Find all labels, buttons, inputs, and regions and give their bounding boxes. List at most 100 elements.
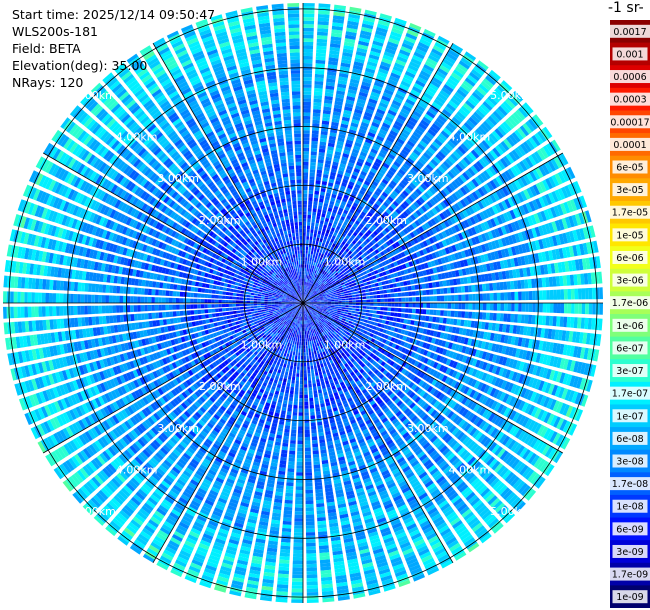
beta-cell — [314, 293, 319, 296]
beta-cell — [425, 131, 435, 140]
beta-cell — [330, 171, 336, 177]
beta-cell — [426, 57, 438, 66]
beta-cell — [354, 288, 359, 292]
beta-cell — [377, 20, 390, 27]
beta-cell — [343, 288, 348, 292]
beta-cell — [387, 133, 397, 140]
beta-cell — [370, 47, 382, 54]
beta-cell — [456, 176, 465, 185]
beta-cell — [365, 255, 371, 260]
beta-cell — [414, 220, 421, 227]
beta-cell — [451, 205, 458, 213]
beta-cell — [337, 308, 342, 311]
beta-cell — [328, 139, 336, 144]
beta-cell — [409, 182, 417, 190]
beta-cell — [330, 227, 335, 232]
beta-cell — [305, 298, 309, 301]
beta-cell — [353, 61, 364, 67]
beta-cell — [329, 254, 334, 259]
beta-cell — [375, 30, 387, 37]
beta-cell — [517, 145, 526, 156]
beta-cell — [303, 63, 313, 67]
beta-cell — [318, 10, 330, 15]
beta-cell — [435, 281, 440, 288]
beta-cell — [320, 216, 325, 221]
beta-cell — [330, 168, 337, 173]
beta-cell — [388, 37, 400, 45]
beta-cell — [337, 137, 345, 143]
beta-cell — [318, 272, 322, 277]
beta-cell — [373, 295, 377, 299]
beta-cell — [305, 292, 307, 297]
beta-cell — [364, 285, 369, 289]
beta-cell — [464, 169, 473, 179]
beta-cell — [442, 187, 451, 196]
beta-cell — [376, 306, 381, 311]
beta-cell — [462, 80, 474, 90]
beta-cell — [345, 234, 350, 240]
beta-cell — [307, 211, 312, 216]
beta-cell — [349, 208, 355, 214]
beta-cell — [432, 282, 437, 288]
beta-cell — [416, 76, 428, 85]
beta-cell — [430, 79, 441, 89]
beta-cell — [387, 298, 392, 302]
beta-cell — [340, 263, 345, 268]
beta-cell — [368, 170, 376, 177]
beta-cell — [347, 211, 353, 217]
beta-cell — [343, 149, 351, 155]
beta-cell — [304, 289, 305, 293]
beta-cell — [347, 272, 352, 276]
beta-cell — [345, 319, 350, 323]
beta-cell — [314, 482, 323, 487]
beta-cell — [388, 245, 394, 251]
beta-cell — [473, 66, 485, 76]
beta-cell — [456, 111, 466, 120]
beta-cell — [312, 285, 316, 289]
beta-cell — [315, 411, 321, 416]
beta-cell — [542, 315, 547, 326]
beta-cell — [304, 292, 306, 297]
beta-cell — [310, 232, 314, 237]
beta-cell — [464, 77, 476, 87]
beta-cell — [358, 269, 363, 274]
beta-cell — [504, 303, 508, 311]
beta-cell — [358, 251, 363, 256]
beta-cell — [324, 281, 328, 285]
beta-cell — [374, 282, 379, 287]
beta-cell — [328, 53, 339, 59]
beta-cell — [404, 218, 411, 225]
beta-cell — [358, 290, 363, 294]
beta-cell — [344, 307, 349, 310]
beta-cell — [367, 284, 372, 289]
beta-cell — [354, 141, 362, 148]
beta-cell — [316, 237, 320, 242]
beta-cell — [559, 316, 564, 327]
beta-cell — [378, 102, 388, 109]
beta-cell — [359, 151, 368, 158]
beta-cell — [320, 288, 324, 292]
beta-cell — [406, 29, 419, 38]
beta-cell — [307, 376, 312, 381]
beta-cell — [376, 187, 383, 194]
beta-cell — [340, 313, 344, 316]
beta-cell — [350, 253, 355, 258]
beta-cell — [385, 284, 390, 289]
beta-cell — [311, 425, 317, 430]
beta-cell — [363, 246, 369, 252]
beta-cell — [311, 261, 314, 266]
beta-cell — [365, 292, 370, 296]
beta-cell — [339, 227, 345, 233]
beta-cell — [412, 190, 420, 198]
beta-cell — [334, 306, 339, 309]
beta-cell — [533, 151, 543, 163]
beta-cell — [317, 256, 321, 260]
beta-cell — [397, 195, 404, 202]
beta-cell — [310, 254, 313, 258]
beta-cell — [480, 103, 491, 114]
beta-cell — [331, 304, 335, 306]
beta-cell — [444, 106, 454, 115]
beta-cell — [429, 143, 438, 152]
beta-cell — [331, 243, 336, 248]
